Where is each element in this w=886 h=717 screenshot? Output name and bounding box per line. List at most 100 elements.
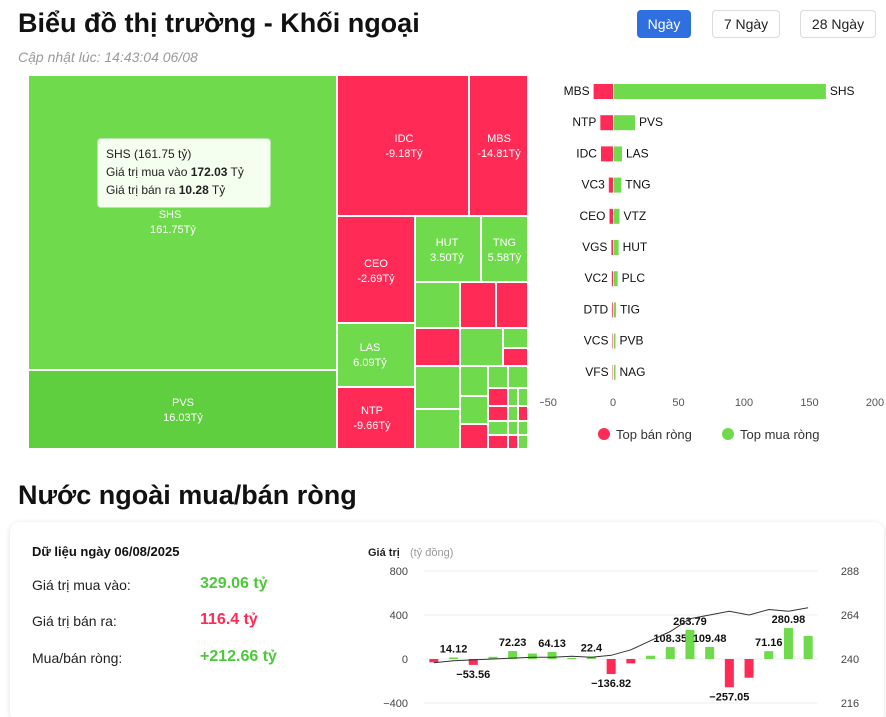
x-tick-label: 50: [672, 397, 684, 409]
net-buy-bar: [665, 647, 675, 659]
treemap-tile-small[interactable]: [518, 388, 528, 406]
treemap-tile-small[interactable]: [508, 421, 518, 435]
treemap-label-las: LAS 6.09Tỷ: [353, 342, 387, 369]
treemap-label-idc: IDC -9.18Tỷ: [385, 133, 423, 160]
net-buy-bar: [764, 651, 774, 659]
treemap-label-shs: SHS 161.75Tỷ: [150, 209, 196, 236]
sell-code-label: CEO: [579, 209, 605, 223]
treemap-tile-small[interactable]: [488, 388, 508, 406]
treemap-tile-small[interactable]: [460, 366, 488, 396]
treemap-tile-small[interactable]: [508, 366, 528, 388]
x-tick-label: 200: [866, 397, 884, 409]
bar-data-label: 72.23: [499, 637, 527, 649]
treemap-tile-small[interactable]: [518, 435, 528, 449]
period-28-days-button[interactable]: 28 Ngày: [800, 10, 876, 38]
treemap-tile-tng[interactable]: [481, 216, 528, 282]
buy-code-label: PVS: [639, 115, 663, 129]
treemap-tile-small[interactable]: [460, 424, 488, 449]
sell-code-label: MBS: [564, 84, 590, 98]
treemap-tile-small[interactable]: [503, 348, 528, 366]
sell-code-label: IDC: [576, 146, 597, 160]
x-tick-label: 100: [735, 397, 753, 409]
sell-code-label: VC2: [584, 271, 608, 285]
treemap-tile-small[interactable]: [488, 366, 508, 388]
sell-code-label: VFS: [585, 365, 608, 379]
net-buy-bar: [646, 655, 656, 659]
period-day-button[interactable]: Ngày: [637, 10, 691, 38]
treemap-tile-small[interactable]: [415, 282, 460, 328]
treemap-tile-small[interactable]: [460, 328, 503, 366]
treemap-tile-small[interactable]: [415, 328, 460, 366]
legend-buy-label: Top mua ròng: [740, 427, 820, 442]
bar-data-label: 22.4: [581, 643, 603, 655]
y2-tick-label: 240: [841, 654, 859, 666]
updated-timestamp: Cập nhật lúc: 14:43:04 06/08: [18, 49, 198, 65]
sell-bar: [600, 115, 613, 131]
sell-code-label: DTD: [584, 302, 609, 316]
treemap-tile-idc[interactable]: [337, 75, 469, 216]
page-title: Biểu đồ thị trường - Khối ngoại: [18, 8, 420, 38]
buy-code-label: VTZ: [624, 209, 647, 223]
sell-code-label: VCS: [584, 334, 609, 348]
treemap-tile-small[interactable]: [496, 282, 528, 328]
net-sell-bar: [429, 659, 439, 663]
bar-data-label: −257.05: [709, 691, 749, 703]
x-tick-label: 0: [610, 397, 616, 409]
y2-tick-label: 264: [841, 610, 859, 622]
buy-bar: [614, 177, 622, 193]
treemap-tile-small[interactable]: [518, 406, 528, 421]
buy-bar: [614, 240, 619, 255]
data-date-title: Dữ liệu ngày 06/08/2025: [32, 544, 180, 559]
buy-bar: [614, 302, 616, 318]
y-tick-label: 800: [390, 566, 408, 578]
treemap-tile-ceo[interactable]: [337, 216, 415, 323]
net-buy-bar: [685, 629, 695, 659]
net-buy-bar: [567, 657, 577, 659]
sell-bar: [593, 84, 613, 99]
buy-value: 329.06 tỷ: [200, 575, 268, 592]
legend-buy-marker: [722, 428, 734, 440]
treemap-tile-small[interactable]: [503, 328, 528, 348]
treemap-tile-small[interactable]: [508, 388, 518, 406]
buy-code-label: LAS: [626, 146, 649, 160]
buy-code-label: NAG: [620, 365, 646, 379]
legend-sell-label: Top bán ròng: [616, 427, 692, 442]
treemap-tile-mbs[interactable]: [469, 75, 528, 216]
treemap-tile-small[interactable]: [488, 435, 508, 449]
y2-tick-label: 216: [841, 698, 859, 710]
buy-bar: [614, 333, 616, 349]
chart-unit: (tỷ đồng): [410, 547, 453, 559]
bar-data-label: 280.98: [772, 614, 806, 626]
sell-bar: [612, 333, 613, 349]
buy-bar: [614, 84, 826, 99]
treemap-tile-small[interactable]: [415, 366, 460, 409]
buy-code-label: TNG: [625, 178, 650, 192]
buy-bar: [614, 364, 616, 380]
top-net-buy-sell-chart: MBS SHS NTP PVS IDC LAS VC3 TNG CEO VTZ VGS HUT VC2 P…: [540, 84, 884, 442]
treemap-tile-small[interactable]: [508, 406, 518, 421]
y-tick-label: 400: [390, 610, 408, 622]
treemap-tile-pvs[interactable]: [28, 370, 337, 449]
treemap-tile-hut[interactable]: [415, 216, 481, 282]
treemap-tile-small[interactable]: [508, 435, 518, 449]
period-7-days-button[interactable]: 7 Ngày: [712, 10, 780, 38]
treemap-tile-ntp[interactable]: [337, 387, 415, 449]
treemap-tile-small[interactable]: [460, 396, 488, 424]
net-buy-bar: [488, 656, 498, 659]
treemap-tile-small[interactable]: [460, 282, 496, 328]
bar-data-label: 71.16: [755, 637, 783, 649]
bar-data-label: 263.79: [673, 616, 707, 628]
treemap-label-ntp: NTP -9.66Tỷ: [353, 405, 391, 432]
treemap-tile-small[interactable]: [488, 406, 508, 421]
treemap-tile-shs[interactable]: [28, 75, 337, 370]
treemap-tile-small[interactable]: [488, 421, 508, 435]
tooltip-sell-row: Giá trị bán ra 10.28 Tỷ: [106, 183, 226, 197]
treemap-tile-las[interactable]: [337, 323, 415, 387]
net-buy-bar: [803, 635, 813, 659]
sell-code-label: VC3: [581, 178, 605, 192]
sell-bar: [608, 177, 613, 193]
treemap-tile-small[interactable]: [415, 409, 460, 449]
treemap-label-ceo: CEO -2.69Tỷ: [357, 258, 395, 285]
treemap-tile-small[interactable]: [518, 421, 528, 435]
net-buy-bar: [547, 651, 557, 659]
